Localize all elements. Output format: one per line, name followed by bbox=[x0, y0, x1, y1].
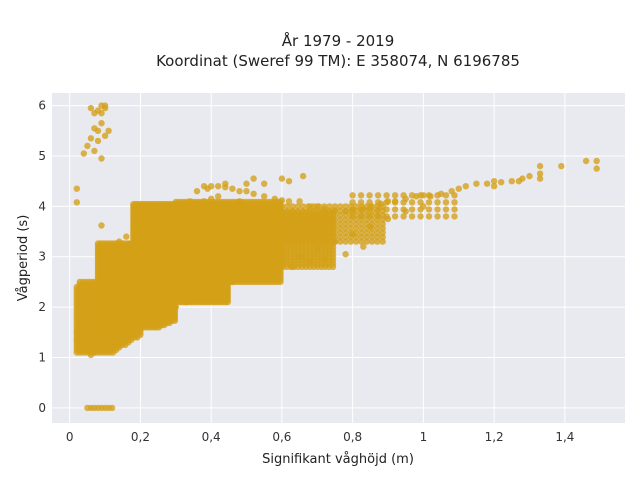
grid bbox=[52, 93, 625, 423]
data-points bbox=[73, 102, 600, 412]
chart-title: År 1979 - 2019 bbox=[282, 31, 395, 50]
chart-subtitle: Koordinat (Sweref 99 TM): E 358074, N 61… bbox=[156, 52, 520, 70]
